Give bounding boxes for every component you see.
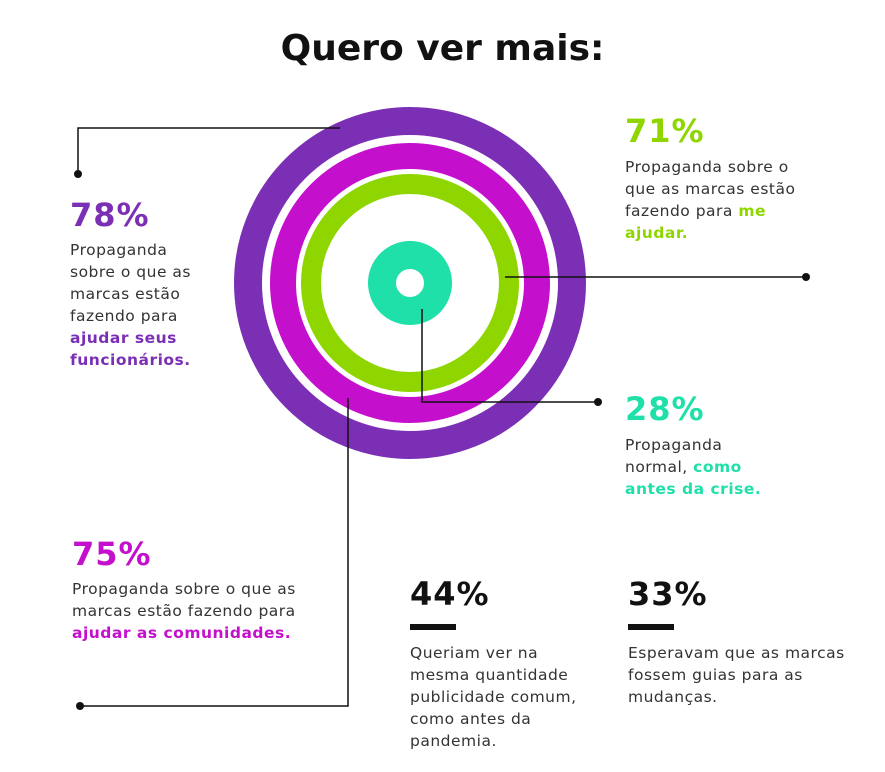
ring-teal — [368, 241, 452, 325]
stat-71-text: Propaganda sobre o que as marcas estão f… — [625, 158, 796, 220]
ring-purple — [234, 107, 586, 459]
leader-dot-71 — [802, 273, 810, 281]
stat-78-value: 78% — [70, 196, 150, 234]
leader-dot-75 — [76, 702, 84, 710]
stat-28-text: Propaganda normal, — [625, 436, 723, 476]
ring-lime — [301, 174, 519, 392]
stat-71-highlight: me ajudar. — [625, 202, 767, 242]
page-title: Quero ver mais: — [280, 28, 605, 69]
stat-33-value: 33% — [628, 575, 708, 613]
stat-75-description: Propaganda sobre o que as marcas estão f… — [72, 578, 307, 644]
stat-78-highlight: ajudar seus funcionários. — [70, 329, 191, 369]
leader-dot-28 — [594, 398, 602, 406]
stat-33-underline — [628, 624, 674, 630]
stat-44-value: 44% — [410, 575, 490, 613]
stat-28-highlight: como antes da crise. — [625, 458, 762, 498]
leader-dot-78 — [74, 170, 82, 178]
stat-75-text: Propaganda sobre o que as marcas estão f… — [72, 580, 296, 620]
stat-28-value: 28% — [625, 390, 705, 428]
leader-line-75 — [80, 398, 349, 707]
stat-75-highlight: ajudar as comunidades. — [72, 624, 292, 642]
stat-71-description: Propaganda sobre o que as marcas estão f… — [625, 156, 815, 244]
stat-78-text: Propaganda sobre o que as marcas estão f… — [70, 241, 192, 325]
stat-33-description: Esperavam que as marcas fossem guias par… — [628, 644, 845, 706]
leader-line-28 — [421, 309, 598, 403]
ring-magenta — [270, 143, 550, 423]
stat-78-description: Propaganda sobre o que as marcas estão f… — [70, 239, 210, 371]
stat-44-description: Queriam ver na mesma quantidade publicid… — [410, 644, 577, 750]
leader-line-78 — [77, 127, 340, 173]
stat-71-value: 71% — [625, 112, 705, 150]
stat-44-underline — [410, 624, 456, 630]
stat-28-description: Propaganda normal, como antes da crise. — [625, 434, 775, 500]
stat-75-value: 75% — [72, 535, 152, 573]
